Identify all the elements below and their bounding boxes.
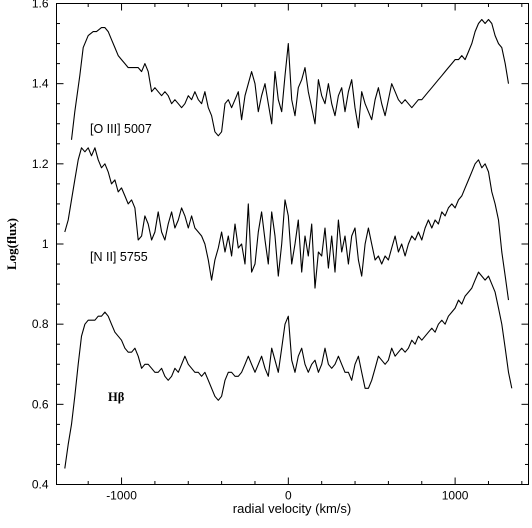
series-line-2 <box>64 271 513 469</box>
y-tick-label: 1.4 <box>32 77 49 91</box>
axis-tick-labels: 0.4 0.6 0.8 1 1.2 1.4 1.6 -1000 0 1000 <box>32 0 469 503</box>
axis-ticks <box>56 3 529 485</box>
series-label-nii: [N II] 5755 <box>90 250 148 264</box>
y-tick-label: 1.6 <box>32 0 49 11</box>
y-tick-label: 1.2 <box>32 157 49 171</box>
series-lines <box>64 18 513 469</box>
x-axis-title: radial velocity (km/s) <box>233 501 351 516</box>
series-line-0 <box>70 18 510 140</box>
x-tick-label: -1000 <box>106 489 137 503</box>
x-tick-label: 1000 <box>442 489 469 503</box>
series-line-1 <box>64 147 510 301</box>
x-tick-label: 0 <box>285 489 292 503</box>
y-tick-label: 0.6 <box>32 397 49 411</box>
series-label-oiii: [O III] 5007 <box>90 122 152 136</box>
y-tick-label: 0.8 <box>32 317 49 331</box>
y-tick-label: 0.4 <box>32 478 49 492</box>
series-label-hbeta: Hβ <box>108 390 125 404</box>
y-tick-label: 1 <box>42 237 49 251</box>
y-axis-title: Log(flux) <box>4 218 19 270</box>
plot-frame <box>56 3 529 485</box>
series-labels: [O III] 5007 [N II] 5755 Hβ <box>90 122 152 404</box>
